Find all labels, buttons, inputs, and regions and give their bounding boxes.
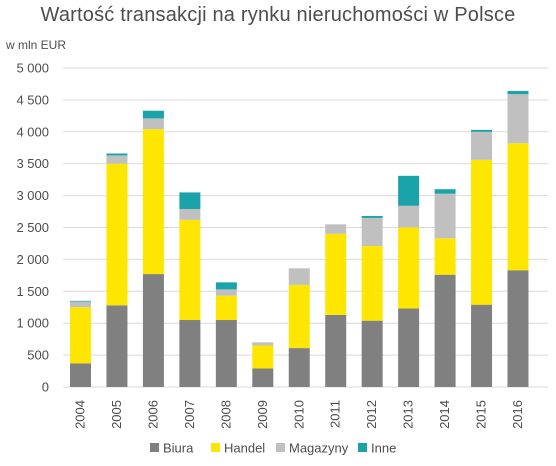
y-tick-label: 4 000 [16, 124, 49, 139]
bar-segment-handel-2005 [106, 163, 128, 306]
bar-segment-handel-2009 [252, 345, 274, 369]
legend-swatch [211, 443, 220, 452]
y-tick-label: 500 [27, 348, 49, 363]
x-tick-label: 2008 [218, 400, 233, 429]
x-tick-label: 2013 [401, 400, 416, 429]
bar-segment-biura-2009 [252, 368, 274, 387]
bar-segment-handel-2014 [434, 238, 456, 275]
y-tick-label: 4 500 [16, 92, 49, 107]
y-tick-label: 1 000 [16, 316, 49, 331]
bar-segment-magazyny-2005 [106, 155, 128, 164]
bar-segment-handel-2010 [288, 284, 310, 349]
bar-segment-magazyny-2010 [288, 268, 310, 285]
y-tick-label: 2 000 [16, 252, 49, 267]
bar-segment-magazyny-2012 [361, 217, 383, 247]
bar-segment-biura-2013 [398, 308, 420, 387]
bar-segment-magazyny-2015 [471, 131, 493, 160]
bar-segment-biura-2016 [507, 270, 529, 387]
bar-segment-magazyny-2009 [252, 342, 274, 346]
bar-segment-handel-2011 [325, 233, 347, 315]
bar-segment-biura-2014 [434, 274, 456, 387]
bar-segment-biura-2012 [361, 320, 383, 387]
bar-segment-inne-2005 [106, 153, 128, 156]
bar-segment-inne-2008 [215, 282, 237, 290]
bar-segment-inne-2015 [471, 129, 493, 132]
bar-segment-biura-2011 [325, 314, 347, 387]
legend-label: Handel [224, 441, 265, 456]
bar-segment-biura-2006 [142, 274, 164, 387]
bar-segment-inne-2007 [179, 192, 201, 209]
bar-segment-handel-2016 [507, 143, 529, 271]
bar-segment-handel-2007 [179, 219, 201, 321]
bar-segment-handel-2012 [361, 246, 383, 321]
legend-item-magazyny: Magazyny [276, 441, 349, 456]
y-tick-label: 1 500 [16, 284, 49, 299]
x-tick-label: 2005 [109, 400, 124, 429]
legend-item-biura: Biura [150, 441, 194, 456]
legend-label: Biura [163, 441, 194, 456]
bar-segment-handel-2015 [471, 159, 493, 305]
legend-swatch [150, 443, 159, 452]
bar-segment-biura-2007 [179, 320, 201, 387]
x-tick-label: 2011 [328, 400, 343, 428]
bar-segment-magazyny-2011 [325, 224, 347, 234]
bar-segment-magazyny-2008 [215, 289, 237, 296]
bar-segment-inne-2013 [398, 175, 420, 206]
x-tick-label: 2007 [182, 400, 197, 429]
chart-title: Wartość transakcji na rynku nieruchomośc… [40, 4, 516, 26]
legend-swatch [276, 443, 285, 452]
bar-segment-handel-2006 [142, 129, 164, 275]
legend-item-handel: Handel [211, 441, 265, 456]
bar-segment-biura-2015 [471, 304, 493, 387]
bar-segment-magazyny-2014 [434, 193, 456, 239]
bar-segment-magazyny-2016 [507, 94, 529, 144]
x-tick-label: 2016 [510, 400, 525, 429]
y-axis-unit-label: w mln EUR [6, 38, 67, 52]
legend-label: Inne [371, 441, 396, 456]
y-tick-label: 2 500 [16, 220, 49, 235]
bar-segment-biura-2004 [70, 363, 91, 387]
y-tick-label: 0 [42, 380, 49, 395]
x-tick-label: 2010 [291, 400, 306, 429]
x-tick-label: 2014 [437, 400, 452, 429]
bar-segment-inne-2012 [361, 216, 383, 218]
bar-segment-handel-2004 [70, 307, 91, 364]
x-tick-label: 2004 [73, 400, 88, 429]
legend-item-inne: Inne [358, 441, 396, 456]
bar-segment-handel-2008 [215, 295, 237, 321]
bar-segment-magazyny-2004 [70, 301, 91, 308]
bar-segment-biura-2010 [288, 348, 310, 387]
bar-segment-magazyny-2006 [142, 118, 164, 130]
x-tick-label: 2006 [145, 400, 160, 429]
bar-segment-magazyny-2013 [398, 205, 420, 228]
bar-segment-inne-2016 [507, 90, 529, 95]
y-tick-label: 3 000 [16, 188, 49, 203]
bar-segment-biura-2008 [215, 320, 237, 387]
bar-segment-inne-2006 [142, 110, 164, 119]
x-tick-label: 2009 [255, 400, 270, 429]
x-tick-label: 2012 [364, 400, 379, 429]
y-tick-label: 5 000 [16, 61, 49, 76]
bar-segment-biura-2005 [106, 305, 128, 387]
bar-segment-inne-2014 [434, 189, 456, 194]
bar-segment-inne-2004 [70, 300, 91, 302]
bar-segment-handel-2013 [398, 227, 420, 309]
legend-label: Magazyny [289, 441, 349, 456]
y-tick-label: 3 500 [16, 156, 49, 171]
bar-segment-magazyny-2007 [179, 208, 201, 220]
legend-swatch [358, 443, 367, 452]
x-tick-label: 2015 [474, 400, 489, 429]
